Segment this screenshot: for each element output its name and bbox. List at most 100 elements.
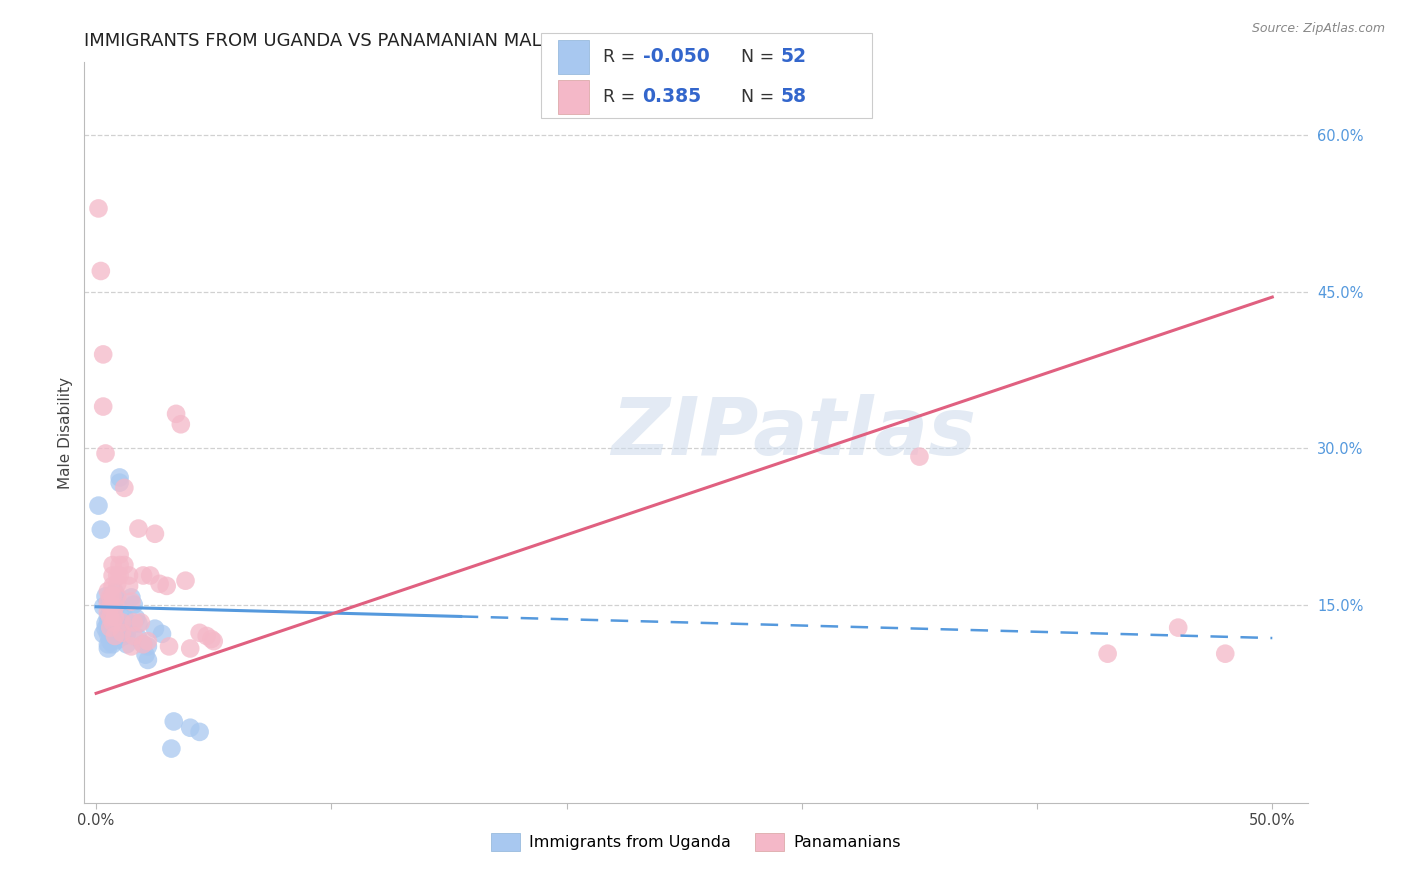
- Point: [97, 641, 120, 656]
- Point: [97, 616, 120, 631]
- Point: [101, 568, 124, 582]
- Point: [104, 585, 127, 599]
- Point: [90, 264, 112, 278]
- Point: [156, 579, 179, 593]
- Point: [97, 584, 120, 599]
- Point: [135, 648, 157, 662]
- Point: [104, 629, 127, 643]
- Point: [195, 629, 218, 643]
- Point: [111, 625, 134, 640]
- Point: [111, 616, 134, 631]
- Point: [101, 629, 124, 643]
- Point: [143, 622, 166, 636]
- Point: [105, 577, 128, 591]
- Point: [101, 599, 124, 614]
- Point: [105, 633, 128, 648]
- Point: [120, 594, 142, 608]
- Point: [91, 599, 114, 614]
- Point: [105, 598, 128, 612]
- Point: [127, 616, 149, 631]
- Point: [118, 568, 141, 582]
- Point: [104, 610, 127, 624]
- Point: [111, 622, 134, 636]
- Point: [108, 548, 131, 562]
- Point: [108, 475, 131, 490]
- Point: [150, 627, 173, 641]
- Point: [94, 616, 117, 631]
- Point: [97, 637, 120, 651]
- Text: ZIPatlas: ZIPatlas: [612, 393, 976, 472]
- Point: [108, 568, 131, 582]
- Point: [98, 606, 121, 620]
- Point: [127, 522, 149, 536]
- Point: [129, 615, 152, 630]
- Point: [122, 598, 145, 612]
- Point: [179, 641, 201, 656]
- Point: [104, 616, 127, 631]
- Point: [112, 558, 135, 572]
- Point: [87, 499, 110, 513]
- Point: [97, 596, 120, 610]
- Text: IMMIGRANTS FROM UGANDA VS PANAMANIAN MALE DISABILITY CORRELATION CHART: IMMIGRANTS FROM UGANDA VS PANAMANIAN MAL…: [84, 32, 858, 50]
- Point: [112, 610, 135, 624]
- Point: [1213, 647, 1236, 661]
- Point: [101, 610, 124, 624]
- Point: [91, 627, 114, 641]
- Text: R =: R =: [603, 48, 641, 66]
- Point: [122, 615, 145, 630]
- Point: [136, 634, 159, 648]
- Point: [98, 599, 121, 614]
- Point: [87, 202, 110, 216]
- Text: 58: 58: [780, 87, 806, 106]
- Point: [91, 400, 114, 414]
- Point: [98, 634, 121, 648]
- Point: [98, 610, 121, 624]
- Point: [122, 629, 145, 643]
- Point: [170, 417, 193, 432]
- Point: [98, 627, 121, 641]
- Point: [98, 598, 121, 612]
- Point: [105, 627, 128, 641]
- Point: [94, 622, 117, 636]
- Point: [127, 631, 149, 645]
- Point: [94, 446, 117, 460]
- Point: [174, 574, 197, 588]
- Text: N =: N =: [741, 87, 780, 105]
- Point: [111, 615, 134, 630]
- Point: [143, 526, 166, 541]
- Text: 0.385: 0.385: [643, 87, 702, 106]
- Point: [98, 616, 121, 631]
- Point: [132, 637, 155, 651]
- Point: [112, 481, 135, 495]
- Point: [108, 470, 131, 484]
- Point: [136, 640, 159, 654]
- Point: [101, 637, 124, 651]
- Point: [132, 568, 155, 582]
- Point: [200, 632, 222, 646]
- Point: [108, 606, 131, 620]
- Text: N =: N =: [741, 48, 780, 66]
- Point: [105, 568, 128, 582]
- Point: [136, 653, 159, 667]
- Point: [101, 579, 124, 593]
- Y-axis label: Male Disability: Male Disability: [58, 376, 73, 489]
- Point: [179, 721, 201, 735]
- Point: [163, 714, 186, 729]
- Text: -0.050: -0.050: [643, 47, 709, 66]
- Point: [149, 577, 172, 591]
- Point: [105, 590, 128, 604]
- Point: [104, 599, 127, 614]
- Point: [160, 741, 183, 756]
- Point: [157, 640, 180, 654]
- Point: [115, 637, 138, 651]
- Point: [97, 627, 120, 641]
- Point: [97, 605, 120, 619]
- Point: [101, 558, 124, 572]
- Point: [94, 590, 117, 604]
- Text: Source: ZipAtlas.com: Source: ZipAtlas.com: [1251, 22, 1385, 36]
- Point: [165, 407, 187, 421]
- Point: [104, 591, 127, 605]
- Point: [188, 725, 211, 739]
- Text: 52: 52: [780, 47, 806, 66]
- Point: [1167, 621, 1189, 635]
